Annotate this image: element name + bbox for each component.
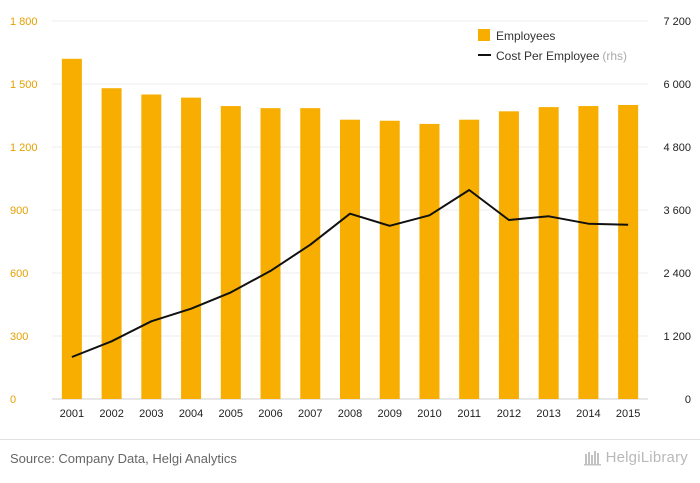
legend: Employees Cost Per Employee (rhs) (478, 29, 627, 63)
x-tick-label: 2005 (219, 408, 243, 420)
legend-swatch-employees (478, 29, 490, 41)
line-series-cost-per-employee (71, 189, 629, 358)
bar-employees-2010 (419, 123, 440, 400)
x-tick-label: 2011 (457, 408, 481, 420)
x-tick-label: 2013 (536, 408, 560, 420)
y-axis-left: 0 300 600 900 1 200 1 500 1 800 (10, 16, 38, 406)
library-icon (583, 450, 601, 465)
line-cost-per-employee (71, 189, 629, 358)
y-left-tick-label: 0 (10, 394, 16, 406)
y-right-tick-label: 1 200 (663, 331, 691, 343)
legend-label-cost-text: Cost Per Employee (496, 49, 600, 63)
legend-label-cost-per-employee: Cost Per Employee (rhs) (496, 49, 627, 63)
bar-employees-2001 (61, 58, 82, 400)
x-tick-label: 2001 (60, 408, 84, 420)
source-note: Source: Company Data, Helgi Analytics (10, 451, 237, 466)
x-tick-label: 2014 (576, 408, 600, 420)
y-axis-right: 0 1 200 2 400 3 600 4 800 6 000 7 200 (663, 16, 691, 406)
x-tick-label: 2009 (377, 408, 401, 420)
bar-employees-2003 (141, 94, 162, 399)
y-left-tick-label: 1 500 (10, 79, 38, 91)
x-tick-label: 2006 (258, 408, 282, 420)
x-tick-label: 2007 (298, 408, 322, 420)
bar-employees-2013 (538, 107, 559, 399)
x-tick-label: 2015 (616, 408, 640, 420)
y-left-tick-label: 900 (10, 205, 28, 217)
y-right-tick-label: 3 600 (663, 205, 691, 217)
chart: 0 300 600 900 1 200 1 500 1 800 0 1 200 2 400 3 6… (10, 16, 691, 420)
y-right-tick-label: 7 200 (663, 16, 691, 28)
brand-name: HelgiLibrary (605, 449, 688, 466)
bar-employees-2014 (578, 106, 599, 400)
y-right-tick-label: 2 400 (663, 268, 691, 280)
x-axis: 2001 2002 2003 2004 2005 2006 2007 2008 2009 2010… (60, 408, 641, 420)
footer-divider (0, 439, 700, 440)
bar-employees-2012 (498, 111, 519, 400)
bar-employees-2005 (220, 106, 241, 400)
bar-employees-2002 (101, 88, 122, 399)
x-tick-label: 2002 (99, 408, 123, 420)
y-left-tick-label: 600 (10, 268, 28, 280)
x-tick-label: 2012 (497, 408, 521, 420)
legend-label-employees: Employees (496, 29, 555, 43)
y-left-tick-label: 1 200 (10, 142, 38, 154)
bar-employees-2006 (260, 108, 281, 400)
bar-employees-2009 (379, 120, 400, 399)
x-tick-label: 2010 (417, 408, 441, 420)
bar-employees-2015 (618, 105, 639, 399)
bar-employees-2004 (181, 97, 202, 400)
y-right-tick-label: 4 800 (663, 142, 691, 154)
bar-series-employees (61, 58, 639, 400)
x-tick-label: 2008 (338, 408, 362, 420)
x-tick-label: 2003 (139, 408, 163, 420)
y-left-tick-label: 300 (10, 331, 28, 343)
bar-employees-2011 (459, 119, 480, 399)
bar-employees-2007 (300, 108, 321, 400)
bar-employees-2008 (340, 119, 360, 399)
y-left-tick-label: 1 800 (10, 16, 38, 28)
x-tick-label: 2004 (179, 408, 203, 420)
brand-logo[interactable]: HelgiLibrary (583, 449, 688, 466)
legend-rhs-note: (rhs) (602, 49, 627, 63)
y-right-tick-label: 0 (685, 394, 691, 406)
y-right-tick-label: 6 000 (663, 79, 691, 91)
